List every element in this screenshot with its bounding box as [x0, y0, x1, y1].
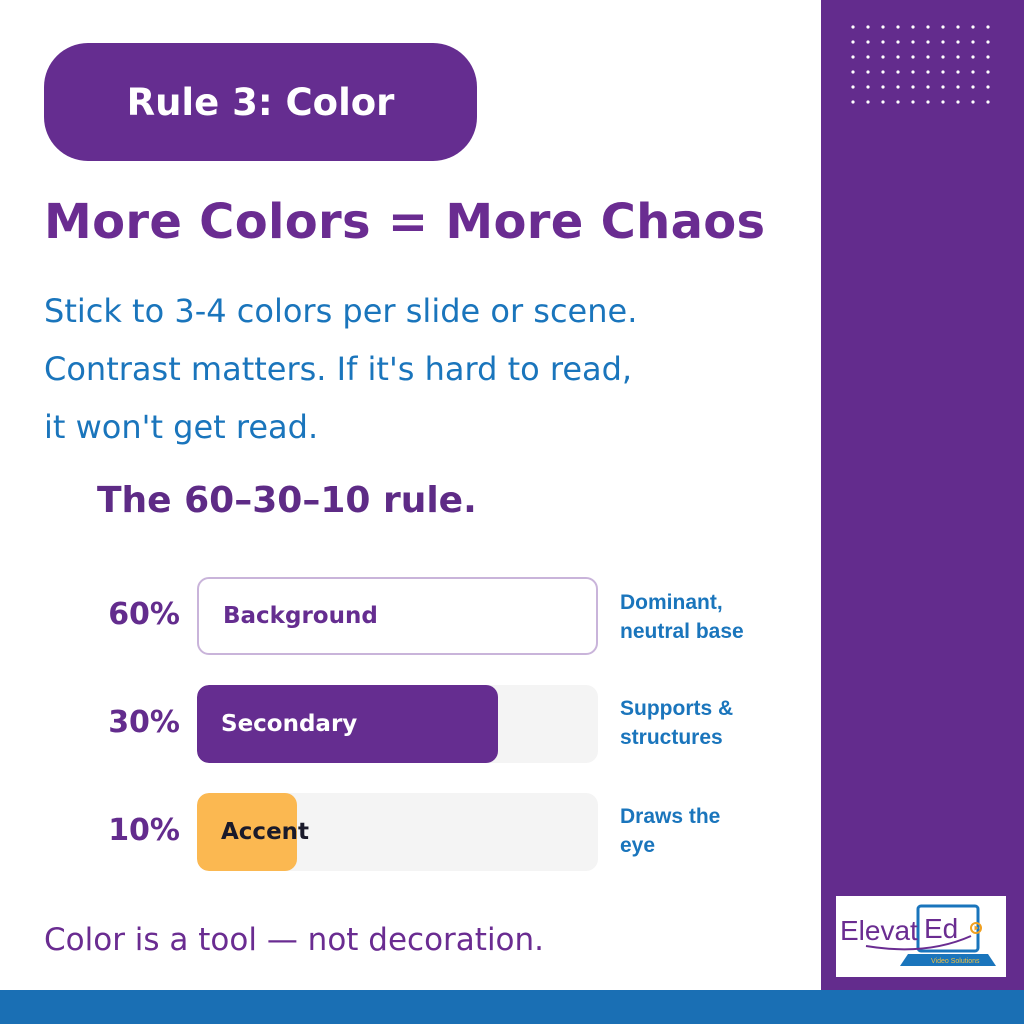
bar-fill [197, 685, 498, 763]
dot [911, 40, 915, 44]
desc-line: Supports & [620, 697, 734, 720]
dot [986, 25, 990, 29]
dot [866, 25, 870, 29]
dot [941, 55, 945, 59]
bar-secondary: Secondary [197, 685, 598, 763]
dot [971, 70, 975, 74]
dot [881, 25, 885, 29]
bar-accent: Accent [197, 793, 598, 871]
svg-text:Video Solutions: Video Solutions [931, 958, 980, 965]
dot [881, 70, 885, 74]
dot [866, 70, 870, 74]
dot [986, 40, 990, 44]
dot [866, 40, 870, 44]
dot [896, 55, 900, 59]
dot [926, 55, 930, 59]
dot [926, 70, 930, 74]
bar-description: Dominant, neutral base [620, 588, 800, 646]
dot [881, 40, 885, 44]
desc-line: neutral base [620, 620, 744, 643]
footer-bar [0, 990, 1024, 1024]
dot [956, 85, 960, 89]
rule-subtitle: The 60–30–10 rule. [97, 480, 477, 521]
tagline: Color is a tool — not decoration. [44, 922, 545, 958]
dot [941, 40, 945, 44]
dot [881, 55, 885, 59]
dot [941, 85, 945, 89]
page-title: More Colors = More Chaos [44, 194, 766, 250]
percent-label: 30% [108, 705, 180, 740]
dot [956, 55, 960, 59]
dot [926, 40, 930, 44]
dot [926, 100, 930, 104]
dot [911, 55, 915, 59]
sidebar-panel [821, 0, 1024, 990]
dot [971, 40, 975, 44]
percent-label: 10% [108, 813, 180, 848]
desc-line: eye [620, 834, 656, 857]
desc-line: Draws the [620, 805, 721, 828]
dot [926, 85, 930, 89]
dot [896, 40, 900, 44]
bar-label: Accent [221, 819, 310, 845]
dot [851, 100, 855, 104]
bar-description: Supports & structures [620, 694, 800, 752]
dot [881, 85, 885, 89]
svg-text:Ed: Ed [924, 913, 958, 944]
bar-label: Secondary [221, 711, 358, 737]
dot [881, 100, 885, 104]
rule-badge: Rule 3: Color [44, 43, 477, 161]
desc-line: structures [620, 726, 723, 749]
svg-text:Elevat: Elevat [840, 915, 918, 946]
dot [956, 25, 960, 29]
dot [971, 55, 975, 59]
dot [851, 70, 855, 74]
elevated-logo: Video Solutions Elevat Ed [836, 896, 1006, 977]
rule-badge-label: Rule 3: Color [126, 80, 395, 124]
dot [866, 55, 870, 59]
dot [896, 70, 900, 74]
dot [986, 85, 990, 89]
dot [986, 55, 990, 59]
dot [971, 100, 975, 104]
dot [926, 25, 930, 29]
dot [941, 25, 945, 29]
bar-label: Background [223, 603, 378, 629]
desc-line: Dominant, [620, 591, 723, 614]
bar-description: Draws the eye [620, 802, 800, 860]
dot [911, 25, 915, 29]
dot [866, 85, 870, 89]
dot [851, 25, 855, 29]
dot [896, 25, 900, 29]
dot [971, 85, 975, 89]
bar-fill [197, 793, 298, 871]
dot [851, 40, 855, 44]
dot [971, 25, 975, 29]
dot-grid-decoration [851, 25, 990, 104]
dot [941, 100, 945, 104]
dot [851, 55, 855, 59]
dot [956, 40, 960, 44]
body-line: it won't get read. [44, 408, 319, 446]
dot [851, 85, 855, 89]
body-line: Stick to 3-4 colors per slide or scene. [44, 292, 638, 330]
bar-background: Background [197, 577, 598, 655]
dot [911, 85, 915, 89]
body-text: Stick to 3-4 colors per slide or scene. … [44, 282, 824, 456]
dot [986, 100, 990, 104]
dot [866, 100, 870, 104]
dot [941, 70, 945, 74]
dot [911, 70, 915, 74]
dot [956, 100, 960, 104]
percent-label: 60% [108, 597, 180, 632]
dot [896, 85, 900, 89]
dot [896, 100, 900, 104]
dot [911, 100, 915, 104]
dot [986, 70, 990, 74]
dot [956, 70, 960, 74]
body-line: Contrast matters. If it's hard to read, [44, 350, 633, 388]
